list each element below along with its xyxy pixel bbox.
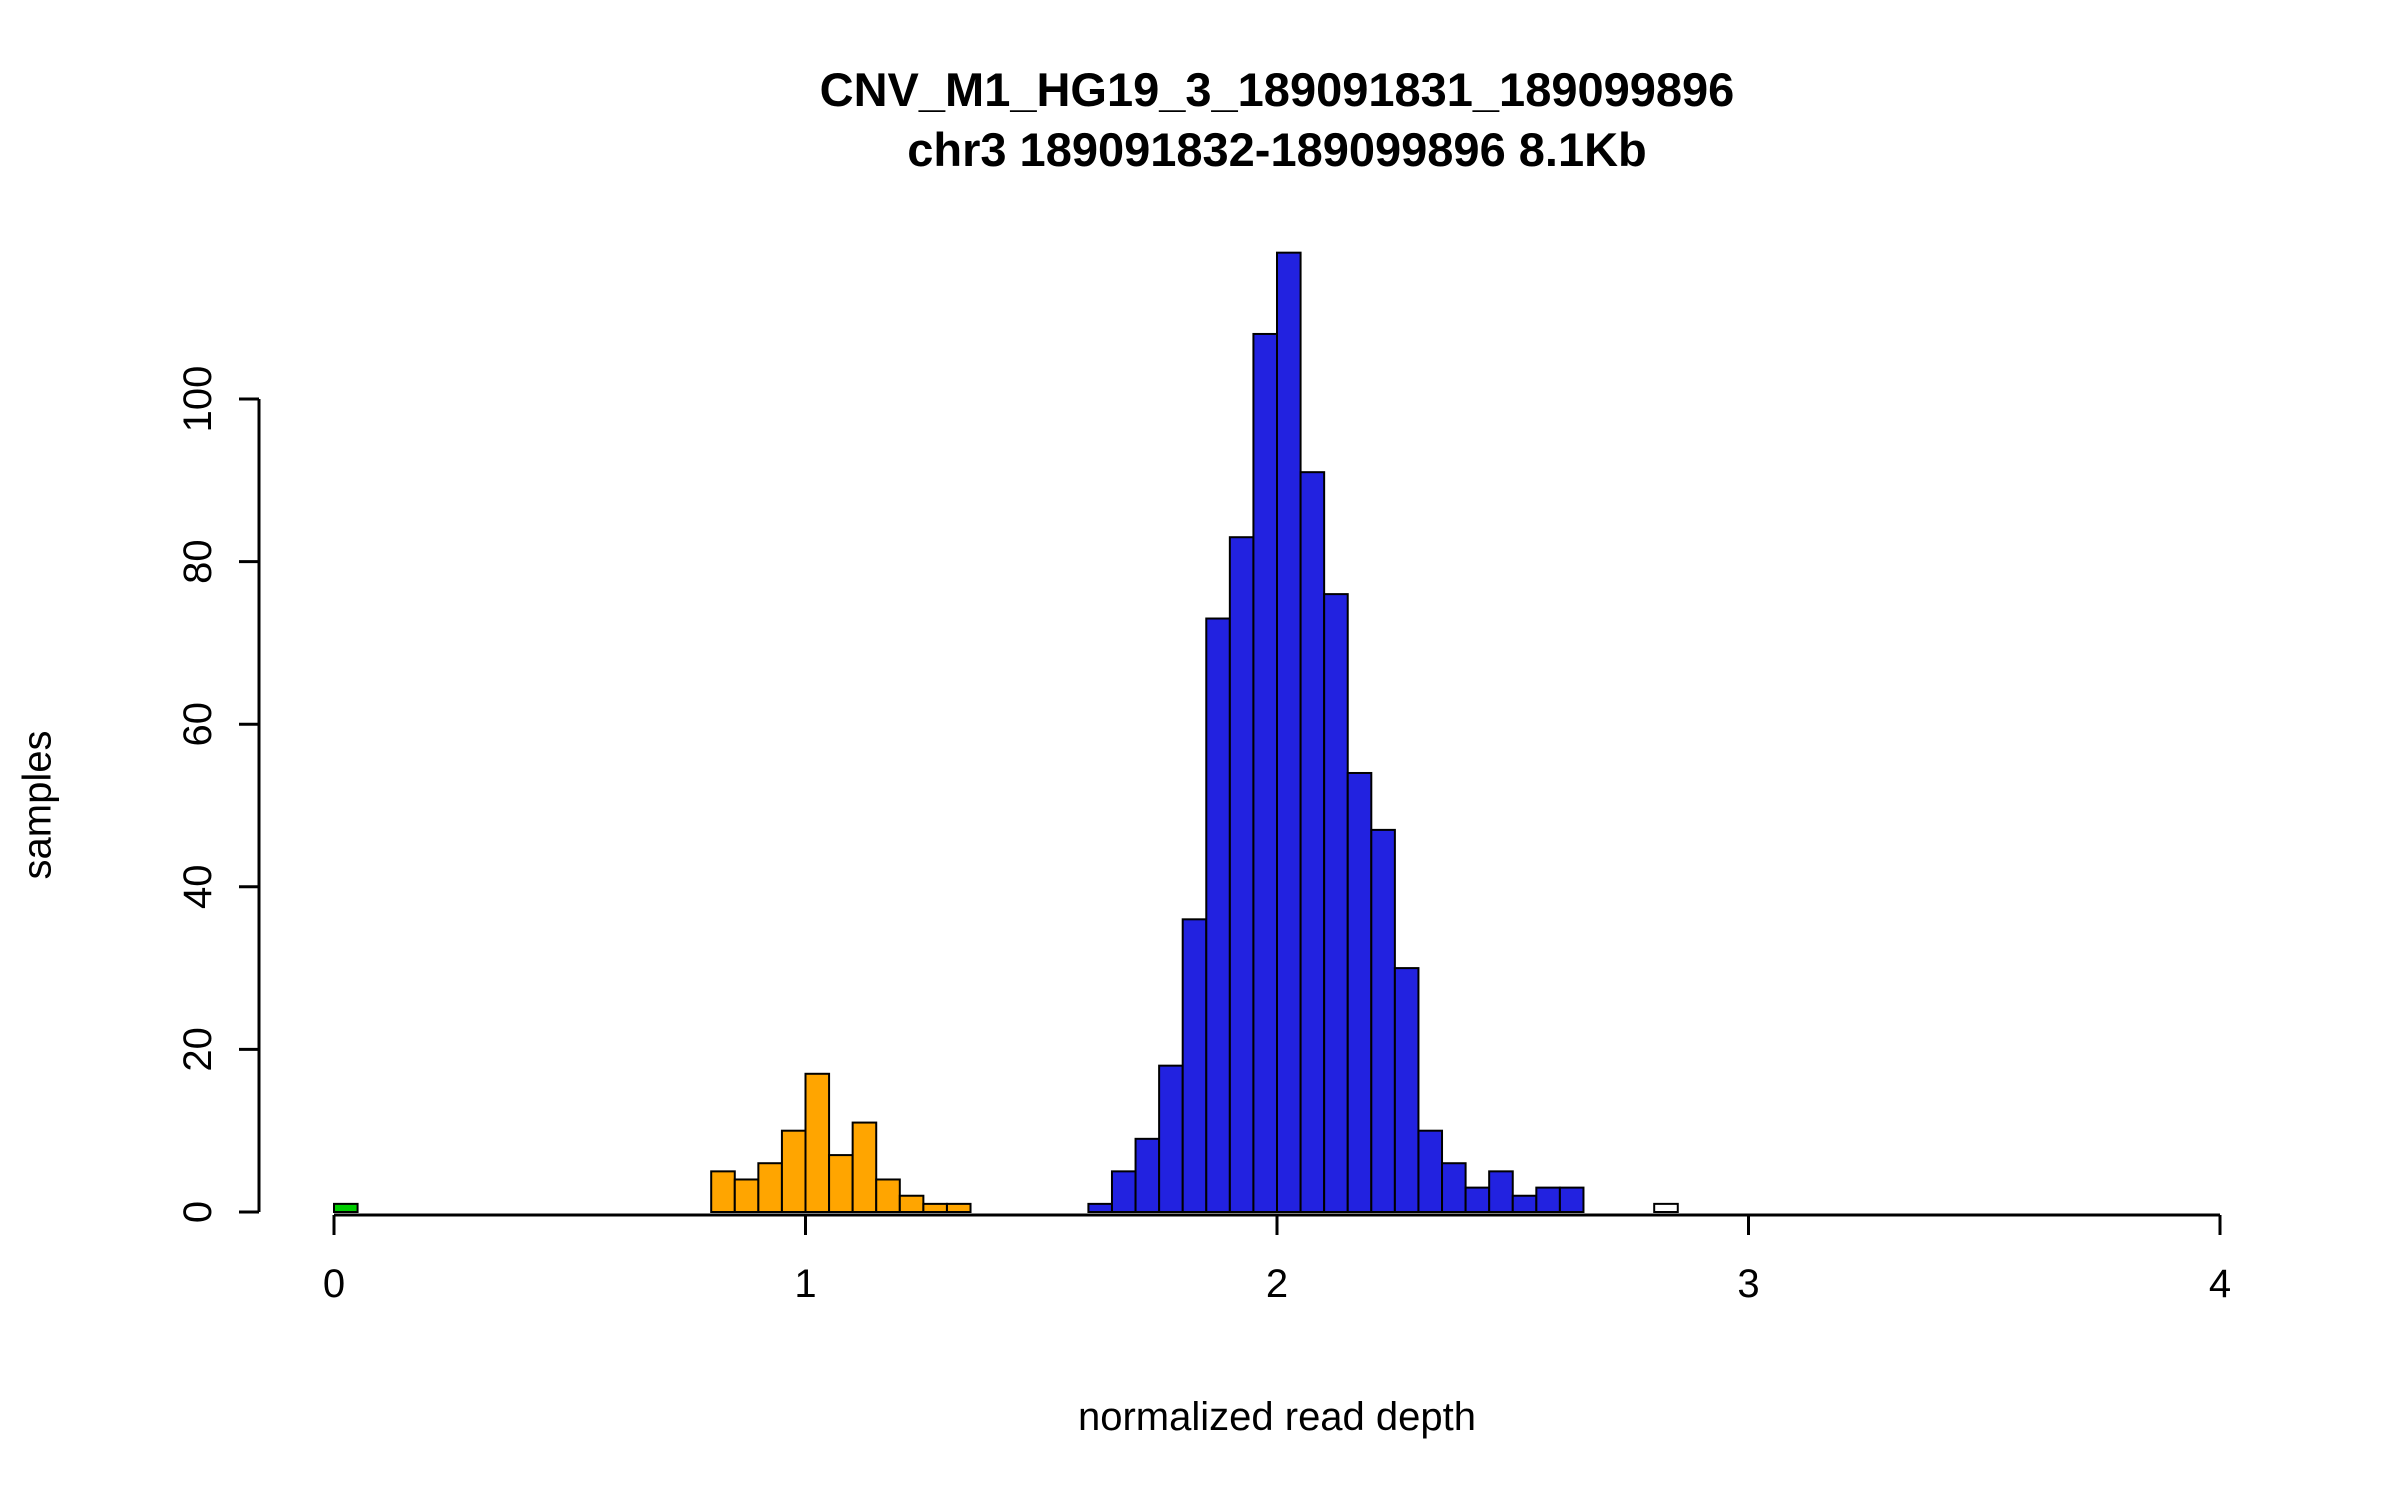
- x-tick-label: 2: [1266, 1262, 1288, 1306]
- histogram-bar-orange-bars: [922, 1202, 948, 1213]
- histogram-bar-blue-bars: [1370, 828, 1396, 1213]
- histogram-bar-blue-bars: [1181, 918, 1208, 1213]
- histogram-bar-orange-bars: [757, 1162, 783, 1213]
- histogram-bar-blue-bars: [1276, 251, 1302, 1214]
- x-tick-label: 4: [2209, 1262, 2231, 1306]
- histogram-bar-blue-bars: [1110, 1170, 1137, 1213]
- chart-title: CNV_M1_HG19_3_189091831_189099896: [819, 63, 1735, 116]
- histogram-bar-blue-bars: [1158, 1064, 1184, 1214]
- chart-subtitle: chr3 189091832-189099896 8.1Kb: [907, 123, 1647, 176]
- histogram-bar-blue-bars: [1535, 1186, 1561, 1213]
- y-tick-label: 80: [176, 539, 220, 584]
- histogram-bar-blue-bars: [1346, 771, 1373, 1213]
- histogram-bar-orange-bars: [804, 1072, 831, 1214]
- histogram-bar-blue-bars: [1252, 332, 1279, 1213]
- y-axis-label: samples: [15, 730, 60, 880]
- y-tick-label: 0: [176, 1201, 220, 1223]
- y-tick-label: 40: [176, 865, 220, 910]
- histogram-bar-blue-bars: [1393, 967, 1420, 1213]
- histogram-bar-blue-bars: [1417, 1129, 1444, 1213]
- histogram-bar-orange-bars: [898, 1194, 925, 1213]
- histogram-bar-white-bars: [1653, 1202, 1679, 1213]
- x-tick-label: 3: [1737, 1262, 1759, 1306]
- histogram-bar-green-bars: [333, 1202, 359, 1213]
- histogram-bar-blue-bars: [1511, 1194, 1538, 1213]
- histogram-bar-orange-bars: [945, 1202, 972, 1213]
- histogram-bar-blue-bars: [1558, 1186, 1585, 1213]
- histogram-bar-orange-bars: [828, 1154, 854, 1213]
- x-tick-label: 1: [794, 1262, 816, 1306]
- x-tick-label: 0: [323, 1262, 345, 1306]
- histogram-bar-blue-bars: [1134, 1137, 1161, 1213]
- histogram-bar-blue-bars: [1323, 593, 1349, 1213]
- histogram-bar-orange-bars: [851, 1121, 878, 1213]
- y-tick-label: 20: [176, 1027, 220, 1072]
- histogram-bar-orange-bars: [710, 1170, 736, 1213]
- x-axis-label: normalized read depth: [1077, 1395, 1477, 1439]
- histogram-bar-orange-bars: [733, 1178, 760, 1213]
- y-tick-label: 100: [176, 366, 220, 433]
- histogram-bar-blue-bars: [1299, 471, 1326, 1214]
- histogram-bar-blue-bars: [1488, 1170, 1514, 1213]
- histogram-bar-blue-bars: [1441, 1162, 1467, 1213]
- y-tick-label: 60: [176, 702, 220, 747]
- histogram-bar-orange-bars: [875, 1178, 901, 1213]
- histogram-bar-blue-bars: [1228, 536, 1255, 1213]
- histogram-bar-blue-bars: [1205, 617, 1231, 1213]
- histogram-bar-orange-bars: [780, 1129, 807, 1213]
- histogram-bar-blue-bars: [1464, 1186, 1491, 1213]
- histogram-bar-blue-bars: [1087, 1202, 1113, 1213]
